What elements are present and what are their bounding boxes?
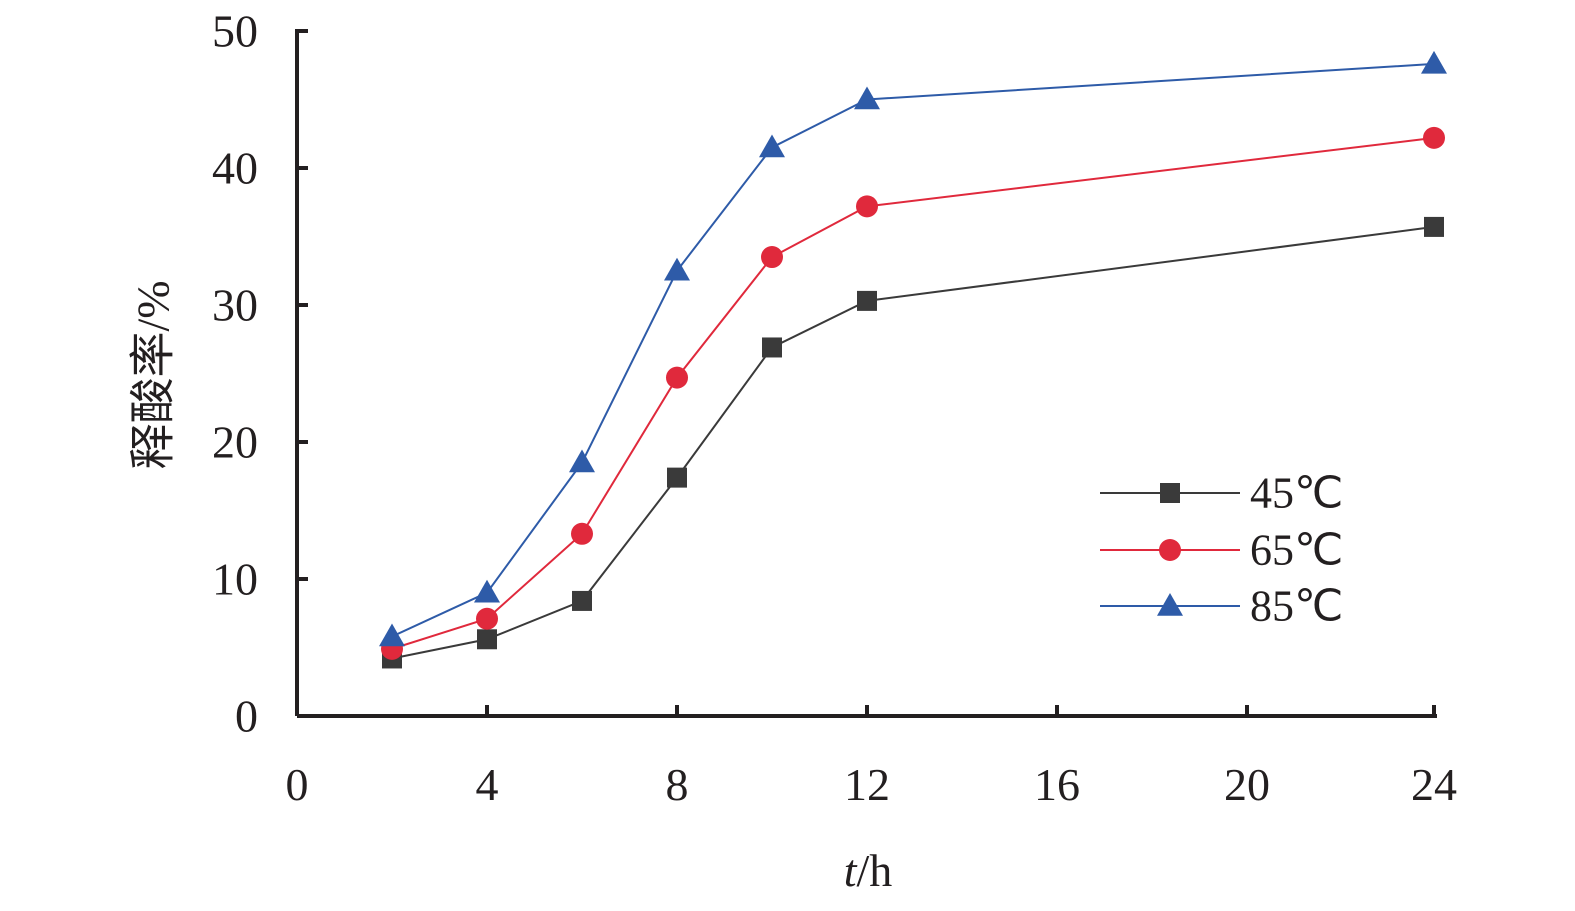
legend-marker — [1160, 483, 1180, 503]
x-tick-labels: 0 4 8 12 16 20 24 — [286, 759, 1458, 810]
x-axis-title-var: t — [844, 845, 858, 896]
axes — [295, 29, 1437, 718]
y-tick-label: 0 — [235, 691, 258, 742]
legend-marker — [1157, 593, 1183, 616]
y-tick-label: 20 — [212, 417, 258, 468]
legend-label: 45℃ — [1250, 469, 1343, 518]
data-point — [571, 522, 593, 545]
series-layer — [379, 50, 1447, 669]
legend-item: 85℃ — [1100, 582, 1343, 631]
data-point — [856, 195, 878, 218]
x-axis-title-unit: /h — [857, 845, 893, 896]
data-point — [474, 579, 500, 603]
data-point — [569, 449, 595, 473]
data-point — [666, 366, 688, 389]
y-axis-title: 释酸率/% — [128, 280, 179, 469]
data-point — [759, 134, 785, 158]
x-tick-label: 20 — [1224, 759, 1270, 810]
data-point — [857, 290, 877, 311]
data-point — [1421, 50, 1447, 74]
x-tick-label: 8 — [666, 759, 689, 810]
legend-label: 85℃ — [1250, 582, 1343, 631]
data-point — [1424, 216, 1444, 237]
x-tick-label: 24 — [1411, 759, 1457, 810]
data-point — [667, 467, 687, 488]
y-tick-labels: 0 10 20 30 40 50 — [212, 6, 258, 742]
y-tick-label: 40 — [212, 143, 258, 194]
y-tick-label: 50 — [212, 6, 258, 57]
data-point — [477, 629, 497, 650]
data-point — [1423, 126, 1445, 149]
x-tick-label: 16 — [1034, 759, 1080, 810]
x-tick-label: 12 — [844, 759, 890, 810]
x-axis-title: t/h — [844, 845, 893, 896]
series-3 — [379, 50, 1447, 647]
data-point — [476, 607, 498, 630]
series-2 — [381, 126, 1445, 660]
y-tick-label: 30 — [212, 280, 258, 331]
data-point — [761, 246, 783, 269]
legend-item: 45℃ — [1100, 469, 1343, 518]
legend-label: 65℃ — [1250, 526, 1343, 575]
data-point — [572, 590, 592, 611]
legend-marker — [1159, 539, 1181, 561]
y-tick-label: 10 — [212, 554, 258, 605]
data-point — [854, 86, 880, 110]
x-tick-label: 0 — [286, 759, 309, 810]
x-tick-label: 4 — [476, 759, 499, 810]
data-point — [762, 337, 782, 358]
legend: 45℃ 65℃ 85℃ — [1100, 469, 1343, 631]
data-point — [379, 623, 405, 647]
data-point — [664, 257, 690, 281]
legend-item: 65℃ — [1100, 526, 1343, 575]
